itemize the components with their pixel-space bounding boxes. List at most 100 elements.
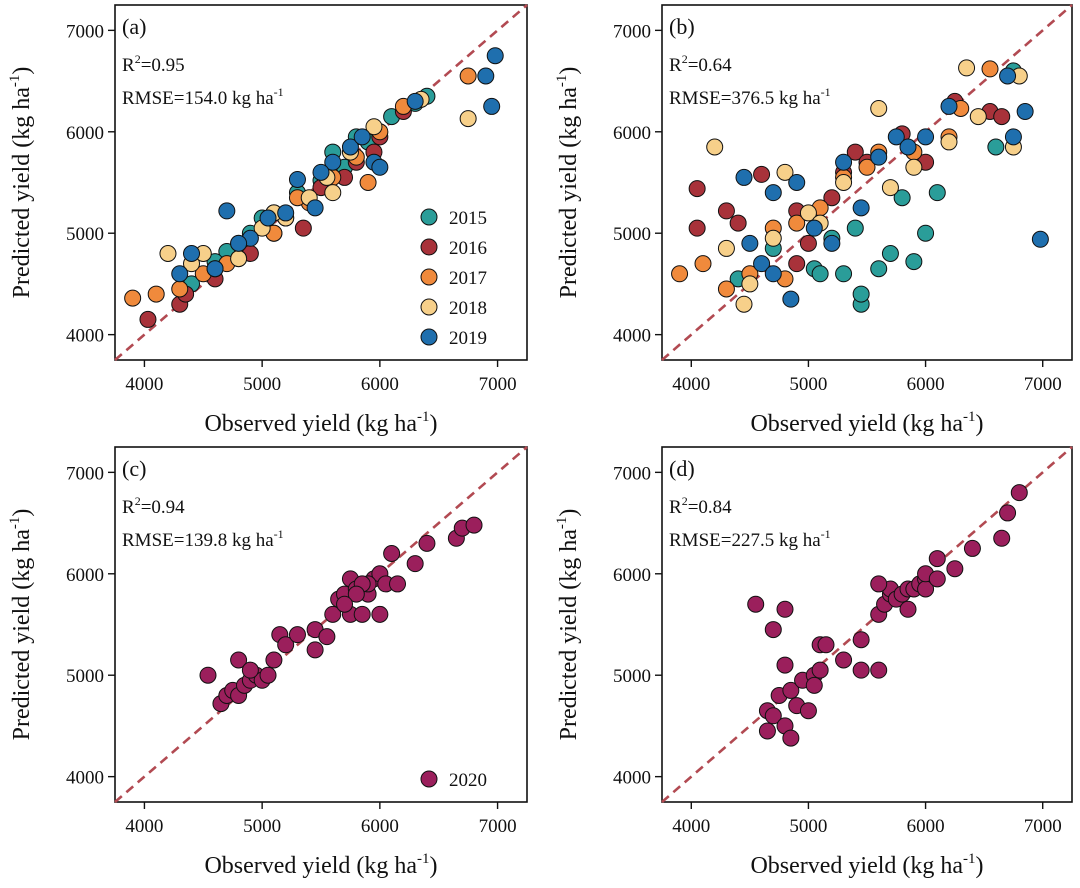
data-point-2019 bbox=[218, 202, 236, 220]
data-point-2020 bbox=[799, 702, 817, 720]
data-point-2020 bbox=[241, 661, 259, 679]
data-point-2015 bbox=[928, 184, 946, 202]
data-point-2018 bbox=[940, 133, 958, 151]
rmse-annotation: RMSE=139.8 kg ha-1 bbox=[122, 527, 284, 551]
data-point-2018 bbox=[230, 250, 248, 268]
r2-prefix: R bbox=[122, 55, 135, 76]
x-axis-title-close: ) bbox=[430, 411, 438, 437]
y-axis-title-close: ) bbox=[556, 67, 582, 75]
x-axis-title-text: Observed yield (kg ha bbox=[204, 853, 417, 879]
x-axis-unit-superscript: -1 bbox=[963, 409, 976, 425]
x-tick-label: 7000 bbox=[479, 816, 517, 837]
data-point-2020 bbox=[999, 504, 1017, 522]
r2-prefix: R bbox=[669, 55, 682, 76]
data-point-2018 bbox=[741, 275, 759, 293]
y-tick-label: 4000 bbox=[66, 326, 104, 347]
data-point-2018 bbox=[324, 184, 342, 202]
x-axis-title-close: ) bbox=[430, 853, 438, 879]
r2-value: =0.95 bbox=[141, 55, 185, 76]
data-point-2019 bbox=[870, 148, 888, 166]
x-axis-title-close: ) bbox=[976, 411, 984, 437]
legend-label-2018: 2018 bbox=[449, 298, 487, 319]
x-axis-title-text: Observed yield (kg ha bbox=[204, 411, 417, 437]
panel-label: (d) bbox=[669, 456, 695, 481]
data-point-2019 bbox=[1031, 230, 1049, 248]
data-point-2016 bbox=[688, 219, 706, 237]
data-point-2019 bbox=[788, 174, 806, 191]
data-point-2019 bbox=[353, 128, 371, 146]
data-point-2019 bbox=[1016, 103, 1034, 120]
rmse-unit-superscript: -1 bbox=[274, 85, 284, 99]
rmse-annotation: RMSE=227.5 kg ha-1 bbox=[669, 527, 831, 551]
x-tick-label: 4000 bbox=[672, 374, 710, 395]
y-tick-label: 5000 bbox=[613, 224, 651, 245]
data-point-2020 bbox=[277, 636, 295, 654]
y-tick-label: 5000 bbox=[66, 224, 104, 245]
data-point-2020 bbox=[353, 605, 371, 623]
legend-label-2019: 2019 bbox=[449, 328, 487, 349]
data-point-2020 bbox=[1010, 484, 1028, 502]
y-tick-label: 5000 bbox=[613, 666, 651, 687]
data-point-2020 bbox=[418, 534, 436, 552]
data-point-2018 bbox=[717, 239, 735, 257]
y-axis-unit-superscript: -1 bbox=[7, 517, 23, 530]
panel-label: (b) bbox=[669, 14, 695, 39]
data-point-2019 bbox=[805, 219, 823, 237]
data-point-2019 bbox=[835, 153, 853, 171]
legend-marker-2015 bbox=[420, 208, 438, 226]
panel-d: 4000 5000 6000 7000 4000 5000 6000 7000 (d) R2=0.… bbox=[554, 446, 1073, 879]
data-point-2019 bbox=[887, 128, 905, 146]
rmse-text: RMSE=376.5 kg ha bbox=[669, 88, 821, 109]
x-tick-label: 6000 bbox=[361, 374, 399, 395]
data-point-2019 bbox=[999, 67, 1017, 85]
data-point-2020 bbox=[870, 575, 888, 593]
r2-superscript: 2 bbox=[682, 494, 688, 508]
data-point-2015 bbox=[835, 265, 853, 283]
x-tick-label: 6000 bbox=[907, 816, 945, 837]
y-axis-unit-superscript: -1 bbox=[554, 517, 570, 530]
rmse-unit-superscript: -1 bbox=[274, 527, 284, 541]
data-point-2018 bbox=[799, 204, 817, 222]
data-point-2020 bbox=[899, 600, 917, 618]
data-point-2018 bbox=[969, 108, 987, 126]
x-axis-unit-superscript: -1 bbox=[417, 851, 430, 867]
x-axis-title: Observed yield (kg ha-1) bbox=[204, 409, 437, 437]
data-point-2020 bbox=[259, 666, 277, 684]
r2-value: =0.84 bbox=[688, 497, 732, 518]
data-point-2020 bbox=[835, 651, 853, 669]
x-axis-title-text: Observed yield (kg ha bbox=[750, 853, 963, 879]
y-axis-title-text: Predicted yield (kg ha bbox=[9, 529, 35, 741]
data-point-2018 bbox=[159, 245, 177, 262]
data-point-2019 bbox=[764, 265, 782, 283]
x-tick-label: 4000 bbox=[125, 816, 163, 837]
data-point-2019 bbox=[259, 209, 277, 227]
y-axis-title-close: ) bbox=[556, 509, 582, 517]
y-tick-label: 6000 bbox=[613, 123, 651, 144]
plot-frame bbox=[114, 4, 528, 361]
data-point-2019 bbox=[371, 158, 389, 176]
plot-frame bbox=[661, 4, 1073, 361]
y-tick-label: 6000 bbox=[66, 123, 104, 144]
data-point-2019 bbox=[171, 265, 189, 283]
data-point-2018 bbox=[958, 59, 976, 77]
one-to-one-line bbox=[661, 4, 1073, 361]
y-tick-label: 6000 bbox=[613, 565, 651, 586]
data-point-2016 bbox=[799, 234, 817, 252]
data-point-2019 bbox=[341, 138, 359, 156]
y-axis-title-close: ) bbox=[9, 67, 35, 75]
data-point-2020 bbox=[306, 641, 324, 659]
data-point-2020 bbox=[782, 729, 800, 747]
data-point-2016 bbox=[753, 165, 771, 183]
data-point-2017 bbox=[671, 265, 689, 283]
data-point-2020 bbox=[817, 636, 835, 654]
y-tick-label: 4000 bbox=[613, 326, 651, 347]
data-point-2019 bbox=[306, 199, 324, 217]
data-point-2018 bbox=[365, 118, 383, 136]
data-point-2020 bbox=[406, 555, 424, 573]
data-point-2019 bbox=[940, 97, 958, 115]
data-point-2019 bbox=[288, 170, 306, 188]
y-axis-unit-superscript: -1 bbox=[554, 75, 570, 88]
data-point-2015 bbox=[881, 245, 899, 262]
data-point-2020 bbox=[946, 560, 964, 578]
x-tick-label: 5000 bbox=[789, 374, 827, 395]
